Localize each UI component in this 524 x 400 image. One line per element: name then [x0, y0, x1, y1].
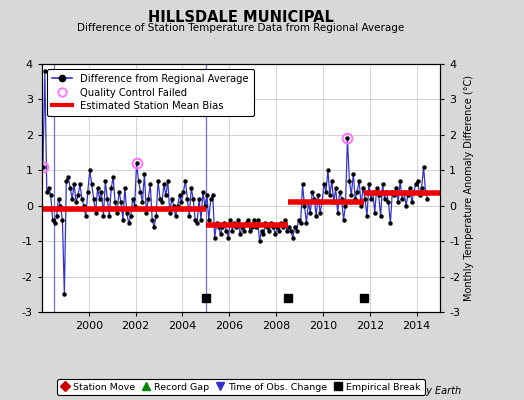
Text: HILLSDALE MUNICIPAL: HILLSDALE MUNICIPAL: [148, 10, 334, 25]
Legend: Station Move, Record Gap, Time of Obs. Change, Empirical Break: Station Move, Record Gap, Time of Obs. C…: [57, 379, 425, 395]
Text: Difference of Station Temperature Data from Regional Average: Difference of Station Temperature Data f…: [78, 23, 405, 33]
Y-axis label: Monthly Temperature Anomaly Difference (°C): Monthly Temperature Anomaly Difference (…: [464, 75, 474, 301]
Legend: Difference from Regional Average, Quality Control Failed, Estimated Station Mean: Difference from Regional Average, Qualit…: [47, 69, 254, 116]
Text: Berkeley Earth: Berkeley Earth: [389, 386, 461, 396]
